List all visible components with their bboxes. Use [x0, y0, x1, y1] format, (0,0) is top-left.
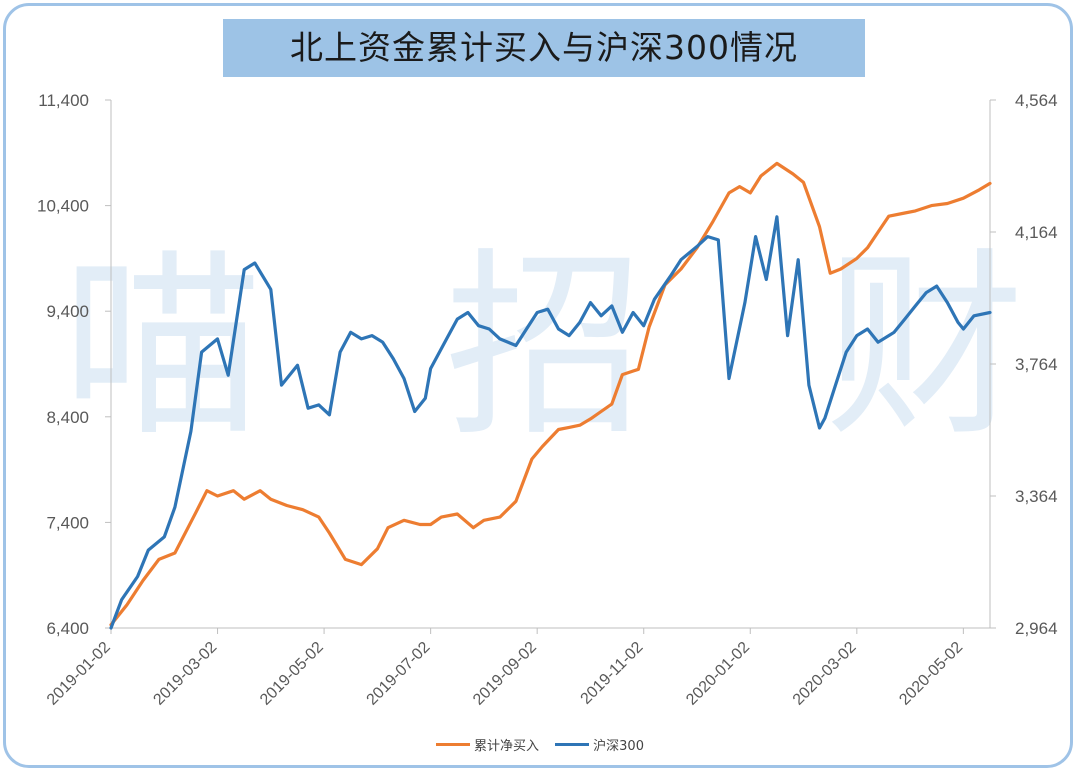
left-axis-tick-label: 7,400: [46, 513, 89, 532]
watermark-char-1: 喵: [62, 231, 263, 464]
right-axis-tick-label: 4,564: [1015, 91, 1058, 110]
legend-item-net-buy: 累计净买入: [436, 735, 539, 754]
x-axis-tick-label: 2020-03-02: [790, 639, 860, 709]
series-line-net-buy: [109, 161, 992, 627]
legend: 累计净买入 沪深300: [0, 735, 1080, 754]
x-axis-tick-label: 2019-05-02: [257, 639, 327, 709]
chart-frame: [3, 3, 1073, 768]
legend-label-csi300: 沪深300: [593, 739, 644, 754]
legend-swatch-net-buy: [436, 743, 470, 746]
x-axis-tick-label: 2019-09-02: [470, 639, 540, 709]
watermark-char-2: 招: [445, 231, 646, 464]
left-axis-tick-label: 6,400: [46, 619, 89, 638]
left-axis-tick-label: 11,400: [38, 91, 89, 110]
left-axis-tick-label: 9,400: [46, 302, 89, 321]
left-axis-tick-label: 10,400: [37, 197, 89, 216]
legend-label-net-buy: 累计净买入: [474, 739, 540, 754]
left-axis-tick-label: 8,400: [46, 408, 89, 427]
legend-swatch-csi300: [555, 743, 590, 746]
x-axis-tick-label: 2019-01-02: [44, 639, 114, 709]
x-axis-tick-label: 2019-03-02: [150, 639, 220, 709]
right-axis-tick-label: 3,364: [1015, 487, 1058, 506]
legend-item-csi300: 沪深300: [555, 735, 644, 754]
x-axis-tick-label: 2020-01-02: [683, 639, 753, 709]
x-axis-tick-label: 2019-07-02: [364, 639, 434, 709]
watermark-char-3: 财: [825, 231, 1026, 464]
x-axis-tick-label: 2019-11-02: [578, 639, 647, 708]
chart-title: 北上资金累计买入与沪深300情况: [223, 19, 865, 77]
x-axis-tick-label: 2020-05-02: [896, 639, 966, 709]
series-line-csi300: [109, 215, 992, 630]
right-axis-tick-label: 2,964: [1015, 619, 1058, 638]
right-axis-tick-label: 4,164: [1015, 223, 1058, 242]
right-axis-tick-label: 3,764: [1015, 355, 1058, 374]
